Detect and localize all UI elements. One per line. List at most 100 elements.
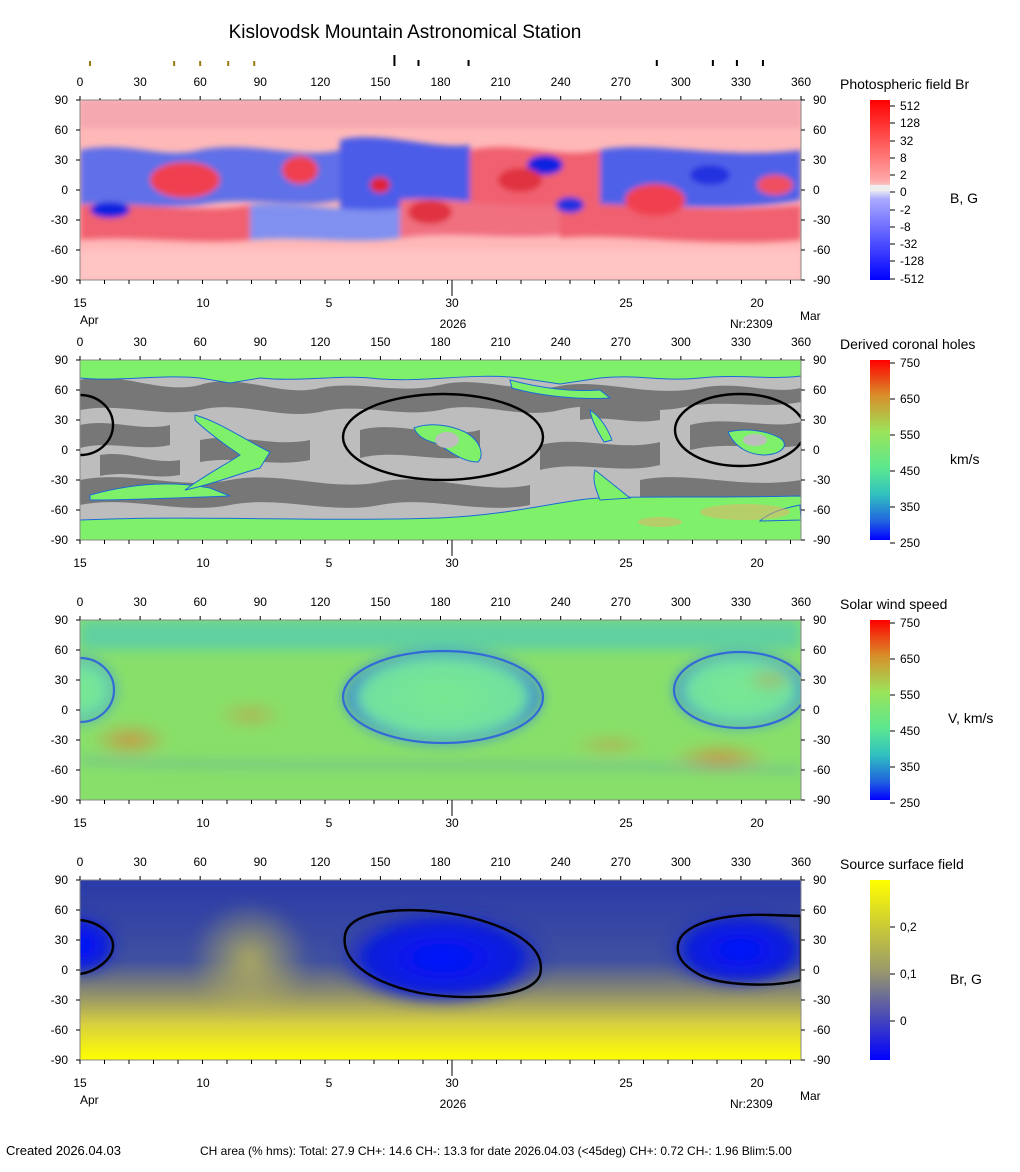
lat-tick-label-right: -90 <box>813 273 831 287</box>
lat-tick-label-right: -90 <box>813 793 831 807</box>
date-tick-label: 10 <box>196 816 210 830</box>
rotation-number: Nr:2309 <box>730 1097 773 1111</box>
lat-tick-label-left: -30 <box>51 213 69 227</box>
lat-tick-label-right: 60 <box>813 123 827 137</box>
date-tick-label: 5 <box>326 1076 333 1090</box>
lon-tick-label: 360 <box>791 335 811 349</box>
lon-tick-label: 330 <box>731 75 751 89</box>
lon-tick-label: 180 <box>430 855 450 869</box>
month-label-left: Apr <box>80 1093 99 1107</box>
colorbar-label: 250 <box>900 796 920 810</box>
colorbar-label: 0,2 <box>900 920 917 934</box>
lat-tick-label-left: 90 <box>55 873 69 887</box>
rotation-number: Nr:2309 <box>730 317 773 331</box>
lon-tick-label: 300 <box>671 75 691 89</box>
lat-tick-label-right: -60 <box>813 503 831 517</box>
lon-tick-label: 180 <box>430 595 450 609</box>
lat-tick-label-right: -60 <box>813 1023 831 1037</box>
lat-tick-label-right: 30 <box>813 933 827 947</box>
colorbar-label: 350 <box>900 500 920 514</box>
colorbar-label: 8 <box>900 151 907 165</box>
lon-tick-label: 240 <box>551 595 571 609</box>
month-label-right: Mar <box>800 1089 821 1103</box>
lat-tick-label-left: 60 <box>55 643 69 657</box>
lon-tick-label: 300 <box>671 335 691 349</box>
lat-tick-label-right: 60 <box>813 643 827 657</box>
lat-tick-label-left: 0 <box>61 963 68 977</box>
unit-source-surface: Br, G <box>950 971 982 987</box>
lon-tick-label: 330 <box>731 335 751 349</box>
date-tick-label: 10 <box>196 556 210 570</box>
lat-tick-label-left: 90 <box>55 353 69 367</box>
date-tick-label: 15 <box>73 816 87 830</box>
station-title: Kislovodsk Mountain Astronomical Station <box>229 22 582 43</box>
lat-tick-label-left: -60 <box>51 503 69 517</box>
lat-tick-label-left: -90 <box>51 533 69 547</box>
lat-tick-label-left: 60 <box>55 123 69 137</box>
colorbar-label: 550 <box>900 688 920 702</box>
lat-tick-label-left: -30 <box>51 473 69 487</box>
colorbar-label: 650 <box>900 652 920 666</box>
colorbar-label: 2 <box>900 168 907 182</box>
colorbar-coronal-holes <box>870 360 890 540</box>
lat-tick-label-left: 30 <box>55 673 69 687</box>
date-tick-label: 15 <box>73 556 87 570</box>
lon-tick-label: 60 <box>193 75 207 89</box>
lon-tick-label: 30 <box>133 855 147 869</box>
lat-tick-label-left: 60 <box>55 383 69 397</box>
colorbar-label: -512 <box>900 272 924 286</box>
lat-tick-label-left: -60 <box>51 243 69 257</box>
colorbar-label: -8 <box>900 220 911 234</box>
lon-tick-label: 60 <box>193 595 207 609</box>
lat-tick-label-right: -90 <box>813 1053 831 1067</box>
colorbar-label: 450 <box>900 464 920 478</box>
lon-tick-label: 0 <box>77 595 84 609</box>
lon-tick-label: 180 <box>430 335 450 349</box>
date-tick-label: 25 <box>619 1076 633 1090</box>
lon-tick-label: 210 <box>491 75 511 89</box>
lat-tick-label-right: -90 <box>813 533 831 547</box>
colorbar-label: 750 <box>900 356 920 370</box>
lat-tick-label-right: 60 <box>813 383 827 397</box>
lat-tick-label-left: -90 <box>51 793 69 807</box>
lon-tick-label: 210 <box>491 335 511 349</box>
lon-tick-label: 240 <box>551 335 571 349</box>
year-label: 2026 <box>440 1097 467 1111</box>
lat-tick-label-right: -60 <box>813 243 831 257</box>
date-tick-label: 25 <box>619 296 633 310</box>
colorbar-label: 512 <box>900 99 920 113</box>
panel-title-photospheric: Photospheric field Br <box>840 76 970 92</box>
colorbar-source-surface <box>870 880 890 1060</box>
colorbar-label: -2 <box>900 203 911 217</box>
lat-tick-label-left: 60 <box>55 903 69 917</box>
lat-tick-label-right: 0 <box>813 183 820 197</box>
ch-area-stats: CH area (% hms): Total: 27.9 CH+: 14.6 C… <box>200 1144 792 1158</box>
colorbar-solar-wind <box>870 620 890 800</box>
lat-tick-label-right: 0 <box>813 703 820 717</box>
lon-tick-label: 300 <box>671 595 691 609</box>
unit-solar-wind: V, km/s <box>948 710 993 726</box>
lon-tick-label: 90 <box>254 75 268 89</box>
created-date: Created 2026.04.03 <box>6 1143 121 1158</box>
date-tick-label: 20 <box>750 1076 764 1090</box>
colorbar-label: 650 <box>900 392 920 406</box>
lat-tick-label-right: 90 <box>813 873 827 887</box>
colorbar-labels: 512 128 32 8 2 0 -2 -8 -32 -128 -512 750 650 550 450 35… <box>890 99 924 1028</box>
lon-tick-label: 150 <box>370 335 390 349</box>
date-tick-label: 25 <box>619 816 633 830</box>
lon-tick-label: 60 <box>193 335 207 349</box>
lon-tick-label: 360 <box>791 75 811 89</box>
lat-tick-label-left: -60 <box>51 763 69 777</box>
source-surface-map <box>80 880 801 1060</box>
colorbar-label: 350 <box>900 760 920 774</box>
lat-tick-label-right: 30 <box>813 153 827 167</box>
lon-tick-label: 330 <box>731 595 751 609</box>
lon-tick-label: 180 <box>430 75 450 89</box>
unit-coronal-holes: km/s <box>950 451 980 467</box>
lon-tick-label: 330 <box>731 855 751 869</box>
lat-tick-label-left: 90 <box>55 93 69 107</box>
date-tick-label: 30 <box>445 296 459 310</box>
colorbar-label: -128 <box>900 254 924 268</box>
